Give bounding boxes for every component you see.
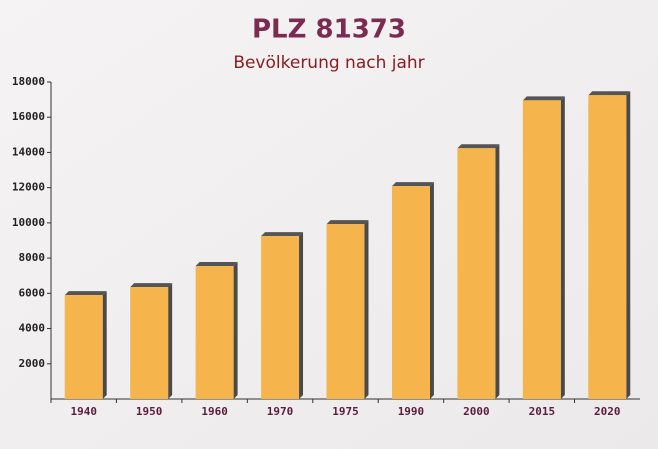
y-tick-label: 6000 — [19, 286, 46, 299]
y-tick-label: 10000 — [12, 216, 45, 229]
bar-shadow — [626, 91, 631, 399]
x-tick-label: 1950 — [136, 405, 163, 418]
bar-top — [326, 220, 369, 225]
chart-subtitle: Bevölkerung nach jahr — [233, 53, 424, 73]
y-tick-label: 12000 — [12, 181, 45, 194]
bar-shadow — [495, 144, 500, 399]
x-tick-label: 2020 — [594, 405, 621, 418]
bar — [130, 287, 169, 399]
bar — [391, 186, 430, 399]
bar-top — [130, 283, 173, 288]
y-tick-label: 16000 — [12, 110, 45, 123]
y-tick-label: 14000 — [12, 145, 45, 158]
x-tick-label: 1975 — [332, 405, 359, 418]
bar-top — [195, 262, 238, 267]
bar — [588, 95, 627, 399]
bar-top — [261, 232, 304, 237]
x-tick-label: 1970 — [267, 405, 294, 418]
bar — [261, 236, 300, 399]
bar-shadow — [233, 262, 238, 399]
y-tick-label: 4000 — [19, 322, 46, 335]
bar-top — [64, 291, 107, 296]
y-tick-label: 18000 — [12, 75, 45, 88]
x-tick-label: 1940 — [70, 405, 97, 418]
x-tick-label: 1960 — [201, 405, 228, 418]
bar — [326, 224, 365, 399]
x-tick-label: 2015 — [529, 405, 556, 418]
bar-shadow — [102, 291, 107, 399]
bar-shadow — [364, 220, 369, 399]
bar-shadow — [429, 182, 434, 399]
x-tick-label: 2000 — [463, 405, 490, 418]
y-tick-label: 2000 — [19, 357, 46, 370]
x-tick-label: 1990 — [398, 405, 425, 418]
bar-top — [457, 144, 500, 149]
bar — [195, 266, 234, 399]
chart-title: PLZ 81373 — [252, 15, 406, 45]
bar — [457, 148, 496, 399]
bar-top — [588, 91, 631, 96]
bar-shadow — [168, 283, 173, 399]
bar-shadow — [299, 232, 304, 399]
y-tick-label: 8000 — [19, 251, 46, 264]
bar — [64, 295, 103, 399]
bar — [522, 100, 561, 399]
bar-shadow — [560, 96, 565, 399]
bar-top — [391, 182, 434, 187]
bar-top — [522, 96, 565, 101]
